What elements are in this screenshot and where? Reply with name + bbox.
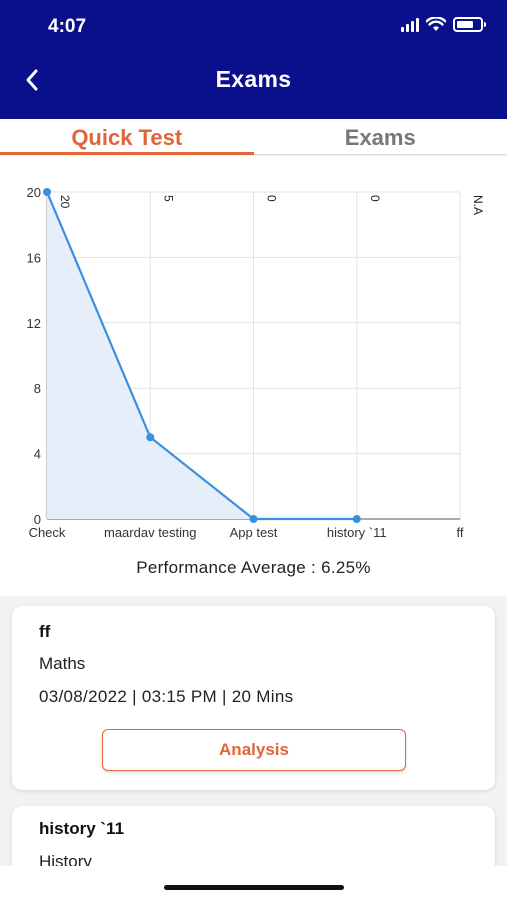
x-tick-label: maardav testing	[104, 525, 197, 540]
data-point	[352, 515, 361, 523]
exam-title: history `11	[39, 819, 125, 838]
status-time: 4:07	[48, 16, 87, 37]
performance-chart: 0 4 8 12 16 20 Check maardav testing App test his…	[27, 185, 485, 540]
tab-quick-test[interactable]: Quick Test	[0, 119, 254, 155]
data-label: 20	[58, 195, 72, 209]
x-tick-label: ff	[457, 525, 464, 540]
battery-icon	[453, 17, 486, 32]
y-tick-label: 16	[27, 250, 41, 265]
x-tick-label: App test	[230, 525, 278, 540]
exam-card[interactable]: history `11 History	[12, 806, 495, 876]
y-tick-label: 0	[34, 512, 41, 527]
y-tick-label: 20	[27, 185, 41, 200]
data-point	[146, 433, 155, 442]
page-title: Exams	[215, 66, 292, 92]
home-indicator	[164, 885, 344, 890]
exam-card[interactable]: ff Maths 03/08/2022 | 03:15 PM | 20 Mins…	[12, 606, 495, 790]
series-area	[47, 192, 357, 519]
exam-meta: 03/08/2022 | 03:15 PM | 20 Mins	[39, 687, 294, 706]
exam-subject: Maths	[39, 654, 86, 673]
status-icons	[401, 17, 486, 32]
series-line	[45, 191, 357, 521]
tab-bar: Quick Test Exams	[0, 119, 507, 155]
exam-title: ff	[39, 622, 51, 641]
performance-chart-section: 0 4 8 12 16 20 Check maardav testing App test his…	[0, 156, 507, 596]
x-tick-label: history `11	[327, 525, 387, 540]
bottom-safe-area	[0, 866, 507, 900]
wifi-icon	[426, 17, 446, 31]
data-label: 5	[161, 195, 175, 202]
back-button[interactable]	[16, 62, 48, 98]
data-label: N.A	[471, 195, 485, 215]
x-tick-label: Check	[29, 525, 66, 540]
data-point	[43, 188, 51, 196]
signal-icon	[401, 17, 419, 32]
y-tick-label: 4	[34, 447, 41, 462]
analysis-button[interactable]: Analysis	[102, 729, 406, 771]
data-label: 0	[265, 195, 279, 202]
chevron-left-icon	[26, 69, 38, 91]
y-tick-label: 12	[27, 316, 41, 331]
app-header: 4:07 Exams	[0, 0, 507, 119]
tab-exams[interactable]: Exams	[344, 125, 416, 150]
y-tick-label: 8	[34, 381, 41, 396]
performance-average: Performance Average : 6.25%	[136, 558, 371, 577]
data-label: 0	[368, 195, 382, 202]
data-point	[249, 515, 258, 523]
